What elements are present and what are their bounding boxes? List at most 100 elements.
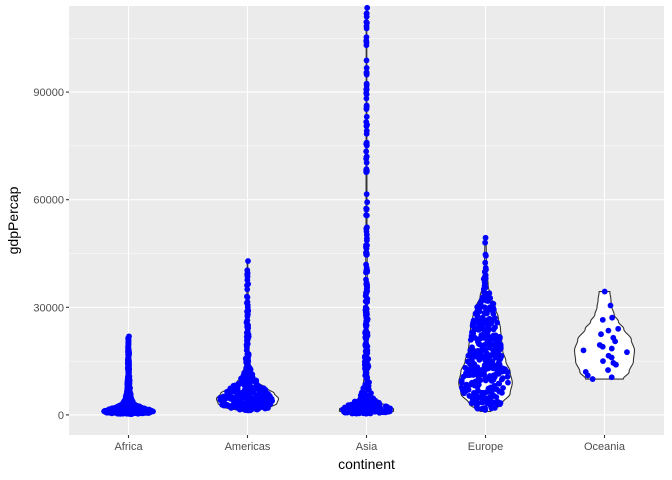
data-point-europe — [469, 395, 476, 401]
data-point-americas — [260, 385, 267, 392]
data-point-americas — [245, 258, 251, 264]
data-point-europe — [478, 353, 485, 360]
y-tick-label: 90000 — [33, 87, 64, 99]
data-point-americas — [238, 403, 245, 410]
y-tick-label: 0 — [58, 410, 64, 422]
data-point-asia — [364, 199, 371, 206]
data-point-oceania — [608, 345, 615, 352]
data-point-americas — [267, 393, 273, 400]
data-point-europe — [482, 234, 489, 241]
data-point-europe — [482, 251, 489, 258]
data-point-europe — [489, 316, 496, 323]
data-point-oceania — [613, 361, 619, 368]
data-point-americas — [253, 393, 260, 400]
x-axis-title: continent — [338, 456, 395, 472]
data-point-europe — [471, 325, 478, 332]
x-tick-label: Oceania — [584, 441, 626, 453]
data-point-asia — [363, 95, 370, 102]
data-point-europe — [484, 310, 490, 317]
data-point-asia — [365, 400, 371, 407]
data-point-europe — [482, 259, 489, 266]
x-tick-label: Asia — [356, 441, 378, 453]
data-point-europe — [464, 367, 471, 373]
data-point-europe — [458, 384, 465, 391]
data-point-europe — [466, 359, 473, 366]
data-point-asia — [363, 91, 370, 98]
data-point-europe — [482, 284, 489, 291]
data-point-asia — [361, 386, 368, 392]
data-point-africa — [123, 397, 130, 404]
data-point-asia — [363, 316, 370, 323]
data-point-europe — [495, 365, 502, 372]
y-axis: 0 30000 60000 90000 — [33, 87, 69, 422]
data-point-oceania — [609, 314, 616, 321]
data-point-europe — [479, 399, 486, 406]
x-tick-label: Americas — [225, 441, 271, 453]
data-point-europe — [474, 383, 481, 390]
data-point-asia — [363, 290, 370, 296]
data-point-asia — [353, 403, 359, 410]
data-point-americas — [230, 382, 237, 389]
data-point-asia — [363, 105, 370, 111]
data-point-europe — [472, 365, 479, 372]
data-point-europe — [490, 365, 496, 372]
data-point-americas — [244, 293, 250, 300]
data-point-oceania — [599, 316, 606, 323]
data-point-americas — [262, 397, 269, 404]
data-point-africa — [125, 383, 131, 390]
data-point-asia — [363, 225, 370, 232]
data-point-africa — [141, 409, 148, 416]
data-point-europe — [478, 332, 485, 339]
data-point-africa — [126, 333, 132, 340]
data-point-asia — [364, 311, 370, 318]
data-point-americas — [244, 313, 251, 320]
data-point-europe — [469, 399, 476, 406]
data-point-oceania — [615, 325, 622, 332]
data-point-europe — [490, 347, 497, 354]
data-point-europe — [473, 371, 480, 378]
data-point-europe — [494, 398, 501, 405]
data-point-americas — [243, 384, 250, 391]
data-point-europe — [490, 326, 497, 333]
data-point-asia — [363, 23, 370, 29]
data-point-asia — [363, 155, 370, 162]
data-point-oceania — [598, 331, 604, 338]
data-point-americas — [244, 299, 251, 305]
data-point-europe — [477, 377, 484, 384]
data-point-americas — [265, 405, 271, 411]
data-point-asia — [364, 121, 370, 128]
data-point-asia — [371, 402, 377, 409]
x-tick-label: Europe — [468, 441, 503, 453]
data-point-oceania — [608, 374, 615, 381]
data-point-americas — [248, 387, 255, 394]
data-point-europe — [483, 355, 490, 361]
data-point-asia — [363, 249, 370, 256]
data-point-americas — [234, 386, 241, 393]
data-point-asia — [363, 269, 369, 276]
data-point-asia — [363, 410, 370, 417]
data-point-asia — [363, 69, 370, 76]
data-point-europe — [482, 407, 489, 413]
data-point-asia — [363, 148, 370, 155]
data-point-europe — [498, 353, 505, 360]
data-point-europe — [481, 371, 488, 378]
data-point-asia — [364, 283, 370, 290]
data-point-asia — [363, 169, 370, 176]
data-point-asia — [343, 405, 350, 412]
data-point-americas — [259, 390, 266, 397]
data-point-europe — [484, 333, 491, 339]
data-point-oceania — [624, 349, 630, 356]
violin-oceania — [573, 290, 636, 380]
data-point-asia — [363, 37, 370, 44]
data-point-asia — [363, 113, 370, 120]
data-point-americas — [235, 382, 242, 388]
data-point-americas — [219, 401, 226, 408]
data-point-oceania — [605, 327, 612, 334]
data-point-americas — [251, 399, 258, 406]
data-point-europe — [500, 368, 507, 375]
data-point-americas — [253, 406, 260, 413]
data-point-africa — [126, 362, 132, 369]
data-point-europe — [472, 378, 479, 385]
data-point-asia — [363, 140, 370, 147]
data-point-americas — [245, 281, 252, 287]
